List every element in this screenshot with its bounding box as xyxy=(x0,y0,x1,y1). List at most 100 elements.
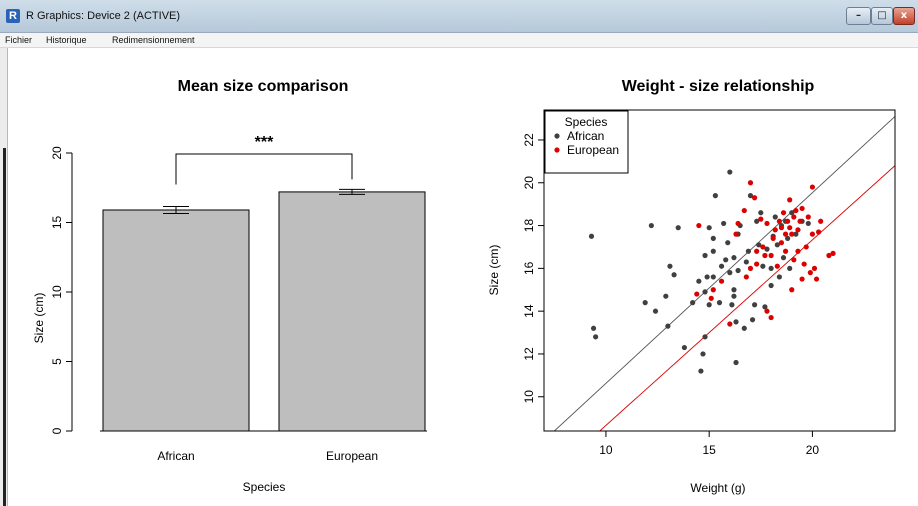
point-african xyxy=(681,344,688,351)
menu-redimensionnement[interactable]: Redimensionnement xyxy=(112,35,195,45)
point-european xyxy=(743,274,749,280)
point-african xyxy=(731,293,737,299)
point-african xyxy=(762,304,768,310)
point-african xyxy=(710,235,716,241)
scatter-y-tick-label: 22 xyxy=(522,133,536,147)
point-european xyxy=(782,248,789,254)
point-african xyxy=(642,300,648,306)
point-african xyxy=(776,274,782,280)
point-african xyxy=(702,252,708,259)
point-european xyxy=(754,261,760,267)
scatter-chart-title: Weight - size relationship xyxy=(622,78,815,95)
point-african xyxy=(768,265,774,271)
point-african xyxy=(747,193,754,199)
point-african xyxy=(731,255,737,261)
point-european xyxy=(762,252,768,259)
point-african xyxy=(768,282,774,289)
maximize-button[interactable]: □ xyxy=(871,7,893,25)
point-european xyxy=(772,227,778,233)
menu-historique[interactable]: Historique xyxy=(46,35,87,45)
point-european xyxy=(758,216,764,222)
point-african xyxy=(704,274,710,280)
point-african xyxy=(735,267,741,274)
point-european xyxy=(764,308,770,314)
close-button[interactable]: x xyxy=(893,7,915,25)
legend-title: Species xyxy=(565,115,608,129)
bar-y-tick-label: 15 xyxy=(50,216,64,230)
bar-y-tick-label: 10 xyxy=(50,285,64,299)
point-african xyxy=(764,246,770,252)
scatter-y-tick-label: 20 xyxy=(522,176,536,190)
point-african xyxy=(718,263,725,269)
point-african xyxy=(805,220,811,227)
point-african xyxy=(725,240,731,246)
point-african xyxy=(588,233,595,239)
point-european xyxy=(708,295,714,301)
bar-category-label: African xyxy=(157,449,194,463)
scatter-y-tick-label: 12 xyxy=(522,347,536,361)
point-african xyxy=(789,210,795,216)
point-european xyxy=(789,287,795,293)
point-african xyxy=(706,225,712,231)
scatter-x-tick-label: 15 xyxy=(702,443,716,457)
point-european xyxy=(813,276,820,282)
point-african xyxy=(710,248,716,254)
point-african xyxy=(712,193,718,199)
regression-line-african xyxy=(554,116,895,431)
point-african xyxy=(675,225,681,231)
point-european xyxy=(791,214,797,220)
point-african xyxy=(756,242,762,248)
point-african xyxy=(698,368,704,374)
point-european xyxy=(747,265,754,271)
point-african xyxy=(785,235,791,241)
window-title: R Graphics: Device 2 (ACTIVE) xyxy=(26,10,181,22)
legend-marker-african xyxy=(554,133,560,139)
point-european xyxy=(764,220,770,227)
graphics-device-canvas: Mean size comparison Size (cm) Species 0… xyxy=(32,78,896,495)
point-european xyxy=(799,276,805,282)
point-european xyxy=(816,229,822,235)
point-european xyxy=(830,250,836,256)
point-african xyxy=(793,231,799,237)
point-european xyxy=(791,257,797,263)
point-european xyxy=(799,205,805,212)
point-european xyxy=(787,225,793,231)
point-african xyxy=(706,302,712,308)
bar-y-tick-label: 20 xyxy=(50,146,64,160)
point-african xyxy=(754,218,760,224)
point-african xyxy=(716,300,723,306)
window-left-edge xyxy=(0,48,8,506)
minimize-button[interactable]: – xyxy=(846,7,871,25)
point-european xyxy=(795,227,801,233)
point-european xyxy=(801,261,807,267)
point-european xyxy=(780,210,787,216)
point-european xyxy=(787,197,793,203)
point-african xyxy=(731,287,737,293)
point-african xyxy=(590,325,597,331)
bar-chart-title: Mean size comparison xyxy=(178,78,349,95)
point-european xyxy=(733,231,739,237)
scatter-chart: Weight - size relationship Size (cm) Wei… xyxy=(487,78,896,495)
point-european xyxy=(795,248,801,254)
scatter-x-tick-label: 20 xyxy=(806,443,820,457)
menu-fichier[interactable]: Fichier xyxy=(5,35,33,45)
point-european xyxy=(803,244,809,250)
point-african xyxy=(745,248,752,254)
legend-label-european: European xyxy=(567,143,619,157)
point-european xyxy=(770,235,776,241)
point-european xyxy=(782,231,789,237)
point-african xyxy=(696,278,702,284)
point-european xyxy=(718,278,725,284)
bar-y-tick-label: 5 xyxy=(50,358,64,365)
bar-chart: Mean size comparison Size (cm) Species 0… xyxy=(32,78,427,494)
point-african xyxy=(671,272,677,278)
point-european xyxy=(778,225,785,231)
regression-line-european xyxy=(599,165,895,431)
scatter-plot-box xyxy=(543,109,896,432)
point-european xyxy=(776,218,782,224)
point-european xyxy=(818,218,824,224)
point-european xyxy=(747,180,754,186)
scatter-y-tick-label: 14 xyxy=(522,304,536,318)
significance-label: *** xyxy=(255,134,274,151)
point-european xyxy=(735,220,741,227)
